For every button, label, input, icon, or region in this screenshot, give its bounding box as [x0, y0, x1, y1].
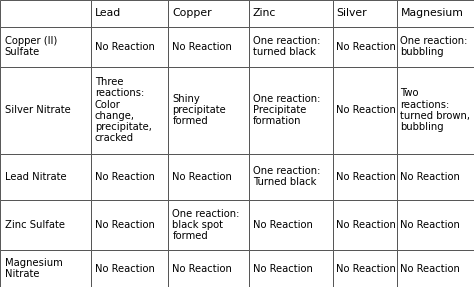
Bar	[91, 250, 168, 287]
Text: No Reaction: No Reaction	[253, 220, 313, 230]
Bar	[0, 250, 91, 287]
Text: Zinc: Zinc	[253, 9, 276, 18]
Text: No Reaction: No Reaction	[401, 172, 460, 182]
Bar	[91, 200, 168, 250]
Text: One reaction:
bubbling: One reaction: bubbling	[401, 36, 468, 57]
Bar	[0, 154, 91, 200]
Text: No Reaction: No Reaction	[253, 263, 313, 274]
Text: Silver Nitrate: Silver Nitrate	[5, 105, 70, 115]
Bar	[248, 200, 333, 250]
Text: Two
reactions:
turned brown,
bubbling: Two reactions: turned brown, bubbling	[401, 88, 471, 132]
Bar	[333, 250, 397, 287]
Bar	[91, 27, 168, 67]
Bar	[0, 200, 91, 250]
Text: No Reaction: No Reaction	[95, 220, 155, 230]
Text: Copper (II)
Sulfate: Copper (II) Sulfate	[5, 36, 57, 57]
Text: No Reaction: No Reaction	[336, 220, 396, 230]
Text: Magnesium
Nitrate: Magnesium Nitrate	[5, 258, 62, 279]
Bar	[248, 0, 333, 27]
Text: Shiny
precipitate
formed: Shiny precipitate formed	[173, 94, 226, 126]
Bar	[333, 67, 397, 154]
Bar	[248, 27, 333, 67]
Bar	[0, 0, 91, 27]
Bar	[397, 67, 474, 154]
Bar	[333, 200, 397, 250]
Bar	[0, 67, 91, 154]
Bar	[248, 154, 333, 200]
Text: Magnesium: Magnesium	[401, 9, 464, 18]
Text: No Reaction: No Reaction	[95, 172, 155, 182]
Bar	[333, 154, 397, 200]
Text: No Reaction: No Reaction	[336, 42, 396, 52]
Bar	[397, 0, 474, 27]
Text: Lead Nitrate: Lead Nitrate	[5, 172, 66, 182]
Text: One reaction:
turned black: One reaction: turned black	[253, 36, 320, 57]
Text: No Reaction: No Reaction	[401, 263, 460, 274]
Text: One reaction:
Precipitate
formation: One reaction: Precipitate formation	[253, 94, 320, 126]
Text: No Reaction: No Reaction	[95, 42, 155, 52]
Text: One reaction:
black spot
formed: One reaction: black spot formed	[173, 209, 240, 241]
Bar	[168, 200, 248, 250]
Bar	[397, 250, 474, 287]
Bar	[168, 27, 248, 67]
Text: No Reaction: No Reaction	[336, 172, 396, 182]
Text: Silver: Silver	[336, 9, 366, 18]
Text: One reaction:
Turned black: One reaction: Turned black	[253, 166, 320, 187]
Text: Three
reactions:
Color
change,
precipitate,
cracked: Three reactions: Color change, precipita…	[95, 77, 152, 143]
Text: No Reaction: No Reaction	[336, 263, 396, 274]
Text: No Reaction: No Reaction	[95, 263, 155, 274]
Text: No Reaction: No Reaction	[173, 263, 232, 274]
Bar	[333, 27, 397, 67]
Bar	[168, 154, 248, 200]
Bar	[91, 0, 168, 27]
Bar	[168, 250, 248, 287]
Bar	[0, 27, 91, 67]
Bar	[397, 27, 474, 67]
Bar	[397, 154, 474, 200]
Bar	[333, 0, 397, 27]
Bar	[168, 67, 248, 154]
Bar	[168, 0, 248, 27]
Bar	[91, 154, 168, 200]
Text: Lead: Lead	[95, 9, 121, 18]
Bar	[248, 67, 333, 154]
Bar	[248, 250, 333, 287]
Bar	[397, 200, 474, 250]
Text: No Reaction: No Reaction	[336, 105, 396, 115]
Text: Copper: Copper	[173, 9, 212, 18]
Text: No Reaction: No Reaction	[173, 172, 232, 182]
Text: Zinc Sulfate: Zinc Sulfate	[5, 220, 64, 230]
Text: No Reaction: No Reaction	[173, 42, 232, 52]
Text: No Reaction: No Reaction	[401, 220, 460, 230]
Bar	[91, 67, 168, 154]
